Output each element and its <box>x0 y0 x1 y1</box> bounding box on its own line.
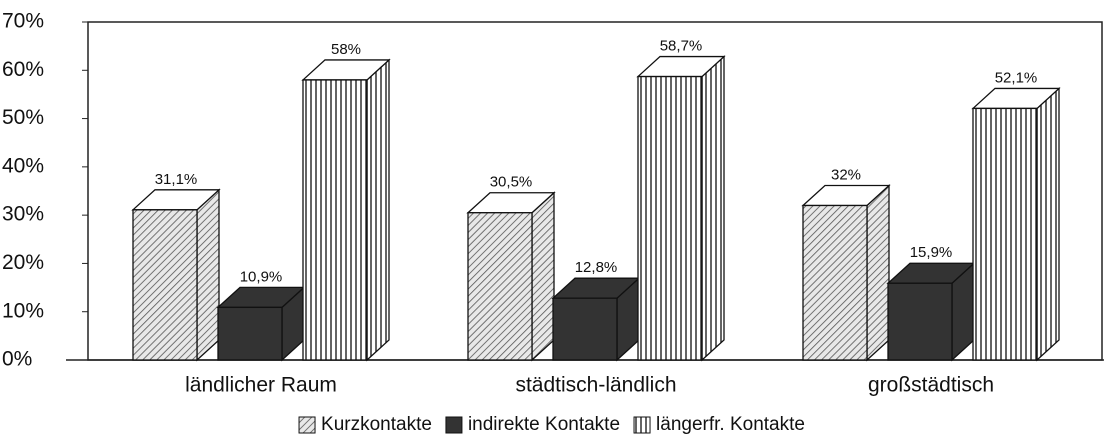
value-label: 12,8% <box>575 259 618 276</box>
bar-side <box>366 58 390 362</box>
x-tick-label: ländlicher Raum <box>185 374 337 397</box>
bar <box>802 204 868 361</box>
bar-side <box>531 191 555 362</box>
legend-swatch <box>298 416 316 434</box>
y-tick-label: 30% <box>2 203 44 226</box>
bar-side <box>866 184 890 362</box>
bar-side <box>1036 86 1060 362</box>
value-label: 52,1% <box>995 69 1038 86</box>
legend-swatch <box>633 416 651 434</box>
bar <box>467 212 533 361</box>
x-tick-label: städtisch-ländlich <box>515 374 676 397</box>
legend-label: indirekte Kontakte <box>468 414 620 435</box>
y-tick-label: 10% <box>2 299 44 322</box>
y-tick-label: 60% <box>2 58 44 81</box>
legend-label: längerfr. Kontakte <box>656 414 805 435</box>
value-label: 58% <box>331 41 361 58</box>
bar <box>887 282 953 361</box>
bar <box>132 209 198 361</box>
x-tick-label: großstädtisch <box>868 374 994 397</box>
y-tick-label: 70% <box>2 10 44 33</box>
legend-swatch <box>445 416 463 434</box>
bar <box>217 306 283 361</box>
value-label: 10,9% <box>240 268 283 285</box>
bar-side <box>701 55 725 362</box>
bar <box>637 75 703 361</box>
value-label: 31,1% <box>155 171 198 188</box>
value-label: 15,9% <box>910 244 953 261</box>
legend-label: Kurzkontakte <box>321 414 432 435</box>
y-tick-label: 40% <box>2 154 44 177</box>
y-tick-label: 50% <box>2 106 44 129</box>
y-tick-label: 20% <box>2 251 44 274</box>
bar <box>302 79 368 361</box>
bar <box>972 107 1038 361</box>
value-label: 32% <box>831 166 861 183</box>
value-label: 58,7% <box>660 38 703 55</box>
y-tick-label: 0% <box>2 348 32 371</box>
value-label: 30,5% <box>490 174 533 191</box>
bar-side <box>196 188 220 362</box>
bar <box>552 297 618 361</box>
